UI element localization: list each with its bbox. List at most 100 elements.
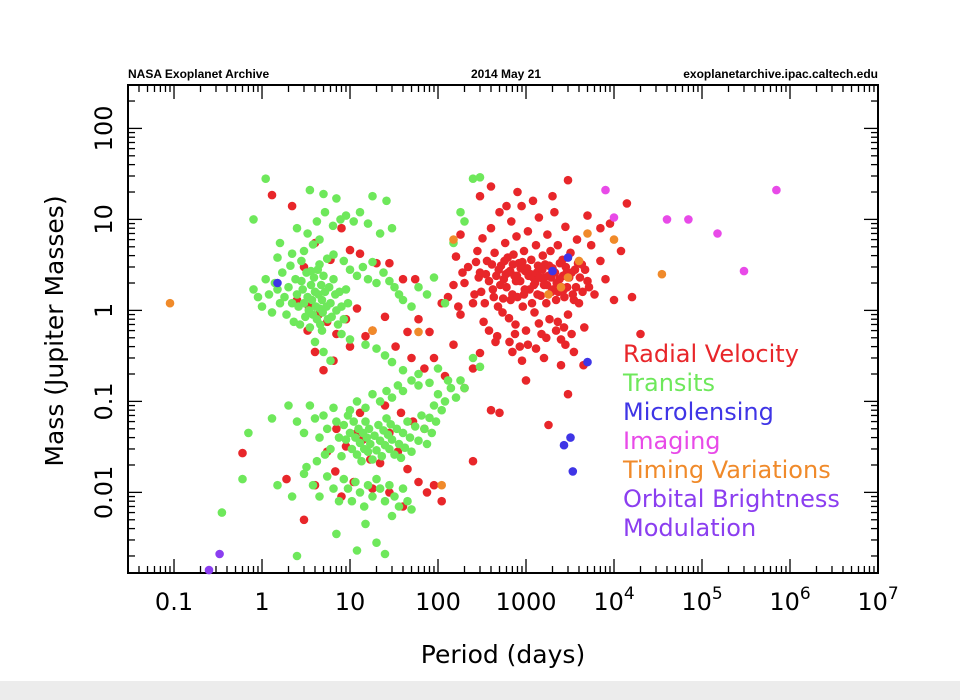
data-point bbox=[292, 417, 302, 426]
data-point bbox=[305, 401, 315, 410]
data-points bbox=[165, 173, 781, 575]
data-point bbox=[569, 347, 579, 357]
data-point bbox=[460, 383, 469, 393]
data-point bbox=[372, 278, 381, 288]
data-point bbox=[739, 266, 749, 276]
data-point bbox=[282, 310, 291, 319]
data-point bbox=[329, 250, 338, 259]
data-point bbox=[315, 433, 324, 442]
data-point bbox=[379, 268, 388, 277]
data-point bbox=[275, 238, 285, 248]
data-point bbox=[334, 496, 344, 506]
data-point bbox=[215, 549, 224, 559]
data-point bbox=[273, 278, 282, 288]
data-point bbox=[312, 456, 322, 466]
data-point bbox=[297, 256, 306, 266]
data-point bbox=[506, 295, 515, 305]
data-point bbox=[339, 420, 349, 430]
data-point bbox=[556, 282, 566, 292]
legend-entry: Orbital Brightness bbox=[623, 485, 840, 513]
data-point bbox=[372, 344, 381, 353]
data-point bbox=[364, 424, 374, 434]
data-point bbox=[380, 351, 390, 360]
data-point bbox=[517, 201, 526, 211]
data-point bbox=[456, 310, 465, 319]
y-axis-label: Mass (Jupiter Masses) bbox=[40, 195, 69, 466]
data-point bbox=[319, 365, 328, 375]
data-point bbox=[520, 285, 530, 294]
data-point bbox=[267, 308, 277, 317]
data-point bbox=[609, 213, 619, 222]
data-point bbox=[287, 201, 297, 211]
data-point bbox=[320, 450, 330, 459]
data-point bbox=[443, 376, 453, 385]
data-point bbox=[417, 411, 426, 420]
data-point bbox=[545, 314, 554, 324]
data-point bbox=[352, 304, 362, 313]
data-point bbox=[398, 365, 408, 375]
data-point bbox=[363, 480, 373, 490]
x-tick-label: 100 bbox=[415, 588, 461, 616]
data-point bbox=[238, 474, 247, 484]
data-point bbox=[324, 282, 334, 292]
data-point bbox=[504, 268, 513, 277]
data-point bbox=[561, 262, 571, 272]
data-point bbox=[567, 329, 576, 339]
data-point bbox=[387, 393, 397, 402]
data-point bbox=[505, 337, 514, 347]
data-point bbox=[382, 196, 391, 206]
data-point bbox=[339, 256, 349, 266]
data-point bbox=[475, 348, 485, 358]
data-point bbox=[440, 298, 450, 308]
data-point bbox=[380, 312, 390, 322]
data-point bbox=[334, 433, 344, 442]
data-point bbox=[337, 223, 346, 233]
data-point bbox=[308, 240, 318, 249]
data-point bbox=[414, 327, 423, 337]
data-point bbox=[583, 229, 592, 238]
data-point bbox=[529, 280, 539, 290]
y-tick-label: 10 bbox=[90, 204, 118, 235]
data-point bbox=[456, 230, 465, 239]
data-point bbox=[429, 273, 439, 282]
data-point bbox=[368, 455, 377, 464]
data-point bbox=[292, 551, 302, 561]
data-point bbox=[253, 292, 263, 302]
data-point bbox=[380, 549, 390, 559]
y-tick-label: 0.01 bbox=[90, 466, 118, 519]
data-point bbox=[517, 356, 527, 366]
data-point bbox=[437, 480, 447, 490]
data-point bbox=[427, 428, 437, 438]
data-point bbox=[359, 502, 369, 511]
data-point bbox=[521, 326, 531, 335]
data-point bbox=[460, 278, 469, 288]
data-point bbox=[329, 274, 338, 284]
data-point bbox=[431, 417, 441, 426]
data-point bbox=[583, 211, 592, 220]
data-point bbox=[528, 196, 538, 206]
data-point bbox=[571, 282, 581, 292]
x-tick-label: 104 bbox=[593, 584, 634, 616]
data-point bbox=[341, 285, 351, 294]
data-point bbox=[345, 245, 355, 255]
data-point bbox=[368, 191, 377, 201]
data-point bbox=[542, 333, 551, 343]
data-point bbox=[437, 496, 447, 506]
data-point bbox=[332, 417, 341, 426]
data-point bbox=[534, 319, 544, 328]
data-point bbox=[375, 484, 385, 493]
data-point bbox=[301, 312, 310, 322]
data-point bbox=[309, 273, 319, 282]
data-point bbox=[590, 290, 599, 299]
legend-entry: Timing Variations bbox=[622, 456, 831, 484]
header-center: 2014 May 21 bbox=[471, 67, 541, 81]
data-point bbox=[305, 323, 315, 332]
data-point bbox=[601, 274, 610, 284]
data-point bbox=[551, 326, 561, 335]
data-point bbox=[575, 273, 585, 282]
data-point bbox=[414, 381, 423, 390]
data-point bbox=[278, 268, 287, 277]
data-point bbox=[601, 185, 610, 195]
data-point bbox=[548, 266, 557, 276]
data-point bbox=[261, 174, 271, 183]
